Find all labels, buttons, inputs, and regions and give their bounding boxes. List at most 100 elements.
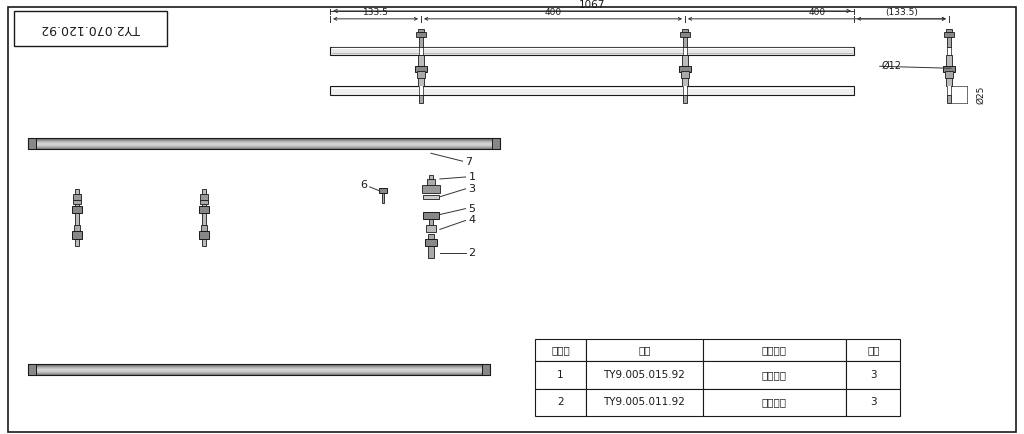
Text: 1: 1 [469, 172, 475, 182]
Bar [75, 238, 79, 246]
Bar [429, 217, 433, 227]
Bar [201, 225, 207, 232]
Bar [199, 206, 209, 213]
Bar [683, 86, 687, 95]
Bar [846, 339, 900, 361]
Bar [586, 361, 702, 388]
Bar [427, 179, 435, 185]
Text: 扯手支架: 扯手支架 [762, 398, 786, 408]
Bar [419, 86, 423, 95]
Text: 图号: 图号 [638, 345, 650, 355]
Text: 3: 3 [870, 370, 877, 380]
Bar [379, 188, 387, 193]
Bar [73, 194, 81, 200]
Bar [419, 36, 423, 46]
Bar [199, 231, 209, 239]
Bar [418, 29, 424, 32]
Bar [28, 138, 500, 149]
Bar [946, 29, 952, 32]
Text: 133.5: 133.5 [362, 8, 388, 17]
Bar [28, 138, 36, 149]
Text: 3: 3 [469, 184, 475, 194]
Bar [425, 239, 437, 246]
Bar [428, 234, 434, 258]
Bar [202, 238, 206, 246]
Bar [947, 86, 951, 95]
Bar [846, 388, 900, 416]
Bar [202, 189, 206, 194]
Text: 1067: 1067 [579, 0, 605, 10]
Bar [683, 46, 687, 56]
Text: Ø25: Ø25 [976, 85, 985, 104]
Bar [419, 95, 423, 103]
Bar [947, 46, 951, 56]
Text: 6: 6 [360, 180, 368, 190]
Text: 扯手支架: 扯手支架 [762, 370, 786, 380]
Text: TY2.070.120.92: TY2.070.120.92 [41, 22, 140, 35]
Bar [946, 56, 952, 86]
Text: TY9.005.015.92: TY9.005.015.92 [603, 370, 685, 380]
Bar [330, 46, 854, 56]
Bar [535, 339, 586, 361]
Text: 400: 400 [808, 8, 825, 17]
Text: 3: 3 [870, 398, 877, 408]
Bar [426, 225, 436, 232]
Bar [423, 212, 439, 218]
Bar [382, 189, 384, 203]
Bar [72, 231, 82, 239]
Bar [202, 199, 206, 227]
Bar [493, 138, 500, 149]
Bar [679, 66, 691, 72]
Bar [200, 194, 208, 200]
Bar [944, 32, 953, 36]
Bar [482, 364, 490, 375]
Text: (133.5): (133.5) [885, 8, 918, 17]
Bar [682, 56, 688, 86]
Bar [702, 339, 846, 361]
Bar [947, 36, 951, 46]
Bar [535, 388, 586, 416]
Bar [75, 189, 79, 194]
Bar [683, 36, 687, 46]
Bar [586, 339, 702, 361]
Bar [28, 364, 490, 375]
Bar [418, 56, 424, 86]
Bar [681, 71, 689, 78]
Bar [680, 32, 690, 36]
Text: TY9.005.011.92: TY9.005.011.92 [603, 398, 685, 408]
Bar [28, 364, 36, 375]
Text: 数量: 数量 [867, 345, 880, 355]
Text: 400: 400 [545, 8, 561, 17]
Bar [73, 200, 81, 204]
Bar [943, 66, 954, 72]
Bar [947, 95, 951, 103]
Text: 4: 4 [469, 216, 475, 226]
Bar [683, 95, 687, 103]
Bar [75, 199, 79, 227]
Text: Ø12: Ø12 [882, 61, 902, 71]
Bar [330, 86, 854, 95]
Bar [200, 200, 208, 204]
Bar [74, 225, 80, 232]
Text: 图样名称: 图样名称 [762, 345, 786, 355]
Bar [535, 361, 586, 388]
Bar [422, 185, 440, 193]
Bar [13, 11, 167, 46]
Text: 2: 2 [557, 398, 564, 408]
Bar [945, 71, 953, 78]
Bar [416, 32, 426, 36]
Bar [846, 361, 900, 388]
Bar [415, 66, 427, 72]
Bar [423, 195, 439, 199]
Bar [417, 71, 425, 78]
Bar [682, 29, 688, 32]
Bar [702, 361, 846, 388]
Text: 项目号: 项目号 [551, 345, 569, 355]
Bar [702, 388, 846, 416]
Bar [72, 206, 82, 213]
Bar [419, 46, 423, 56]
Text: 7: 7 [465, 157, 472, 167]
Text: 2: 2 [469, 248, 475, 258]
Text: 5: 5 [469, 204, 475, 214]
Bar [429, 175, 433, 179]
